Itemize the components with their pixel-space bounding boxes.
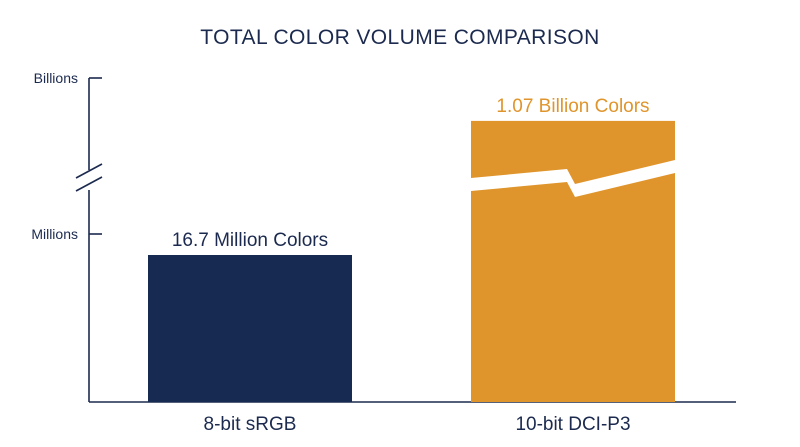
category-labels: 8-bit sRGB 10-bit DCI-P3	[204, 414, 631, 435]
bar-8-bit-srgb	[148, 255, 352, 402]
x-category-label: 10-bit DCI-P3	[515, 414, 630, 435]
bars	[148, 120, 675, 403]
chart-title: TOTAL COLOR VOLUME COMPARISON	[200, 26, 599, 49]
axis-break-mark	[75, 176, 103, 192]
y-tick-label-millions: Millions	[31, 226, 78, 242]
bar-data-label: 16.7 Million Colors	[172, 230, 328, 251]
y-tick-label-billions: Billions	[34, 70, 78, 86]
x-category-label: 8-bit sRGB	[204, 414, 297, 435]
bar-data-label: 1.07 Billion Colors	[496, 96, 649, 117]
y-ticks: Billions Millions	[31, 70, 102, 242]
bar-break-gap	[471, 160, 675, 197]
bar-labels: 16.7 Million Colors 1.07 Billion Colors	[172, 96, 650, 251]
axis-break-mark	[75, 163, 103, 179]
bar-10-bit-dci-p3	[471, 120, 675, 403]
